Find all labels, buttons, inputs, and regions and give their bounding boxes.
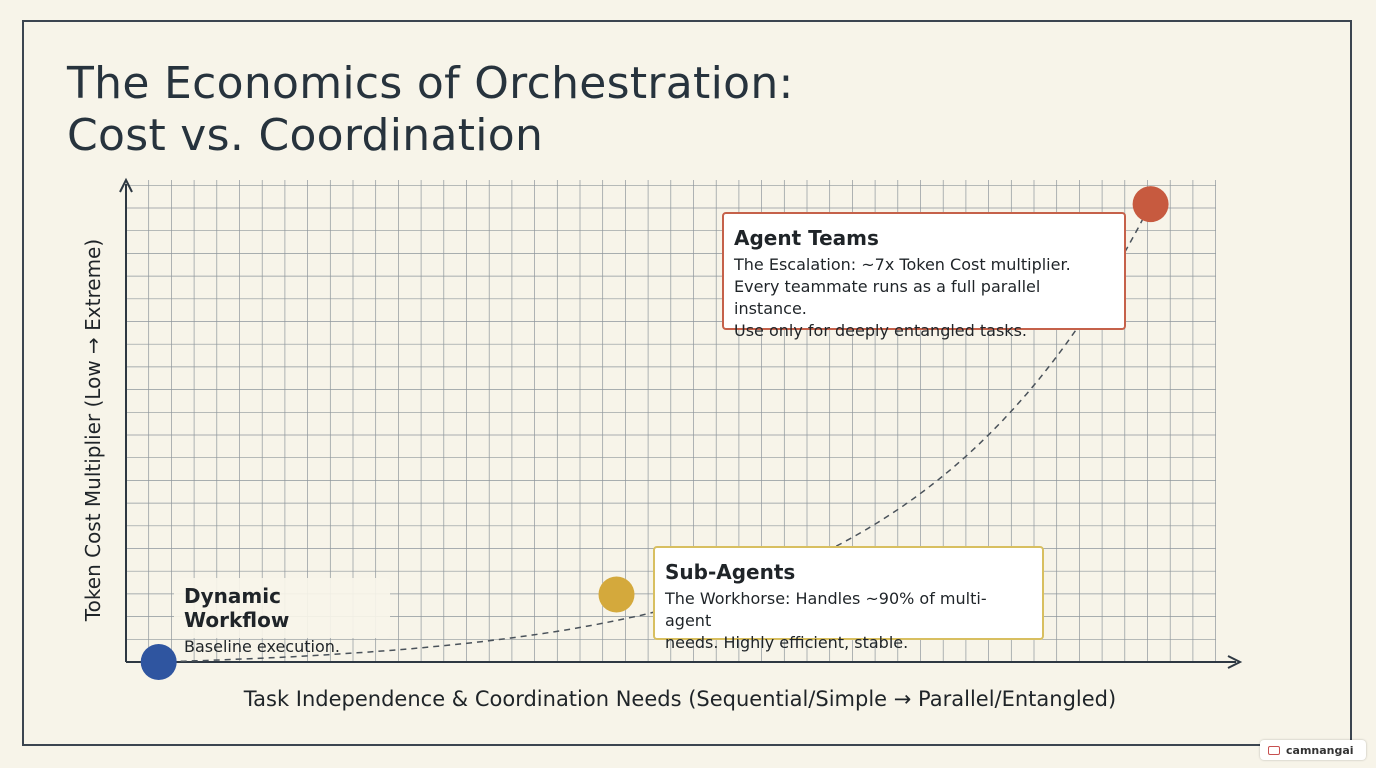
title-line-2: Cost vs. Coordination	[67, 110, 544, 161]
callout-agent-teams-line: Use only for deeply entangled tasks.	[734, 321, 1027, 340]
y-axis-arrow	[119, 177, 133, 193]
callout-agent-teams: Agent Teams The Escalation: ~7x Token Co…	[722, 212, 1126, 340]
callout-dynamic-workflow: Dynamic Workflow Baseline execution.	[174, 578, 390, 656]
callout-agent-teams-line: The Escalation: ~7x Token Cost multiplie…	[734, 255, 1071, 274]
data-point-dynamic-workflow	[140, 644, 177, 680]
slide-frame	[22, 20, 1352, 746]
callout-sub-agents-line: needs. Highly efficient, stable.	[665, 633, 909, 652]
book-icon	[1268, 745, 1280, 755]
callout-sub-agents-title: Sub-Agents	[665, 560, 796, 584]
callout-agent-teams-title: Agent Teams	[734, 226, 879, 250]
callout-dynamic-workflow-title: Dynamic Workflow	[184, 584, 290, 632]
title-line-1: The Economics of Orchestration:	[67, 58, 794, 109]
callout-dynamic-workflow-line: Baseline execution.	[184, 637, 340, 656]
callout-sub-agents: Sub-Agents The Workhorse: Handles ~90% o…	[653, 546, 1044, 652]
x-axis-label: Task Independence & Coordination Needs (…	[243, 687, 1116, 711]
callout-agent-teams-line: Every teammate runs as a full parallel i…	[734, 277, 1041, 318]
watermark-badge: camnangai	[1260, 740, 1366, 760]
callout-sub-agents-line: The Workhorse: Handles ~90% of multi-age…	[665, 589, 987, 630]
page-title: The Economics of Orchestration: Cost vs.…	[67, 58, 794, 162]
data-points	[140, 186, 1169, 680]
data-point-sub-agents	[598, 576, 635, 613]
x-axis-arrow	[1227, 655, 1243, 669]
watermark-text: camnangai	[1286, 743, 1354, 757]
data-point-agent-teams	[1132, 186, 1169, 223]
y-axis-label: Token Cost Multiplier (Low → Extreme)	[81, 239, 105, 622]
